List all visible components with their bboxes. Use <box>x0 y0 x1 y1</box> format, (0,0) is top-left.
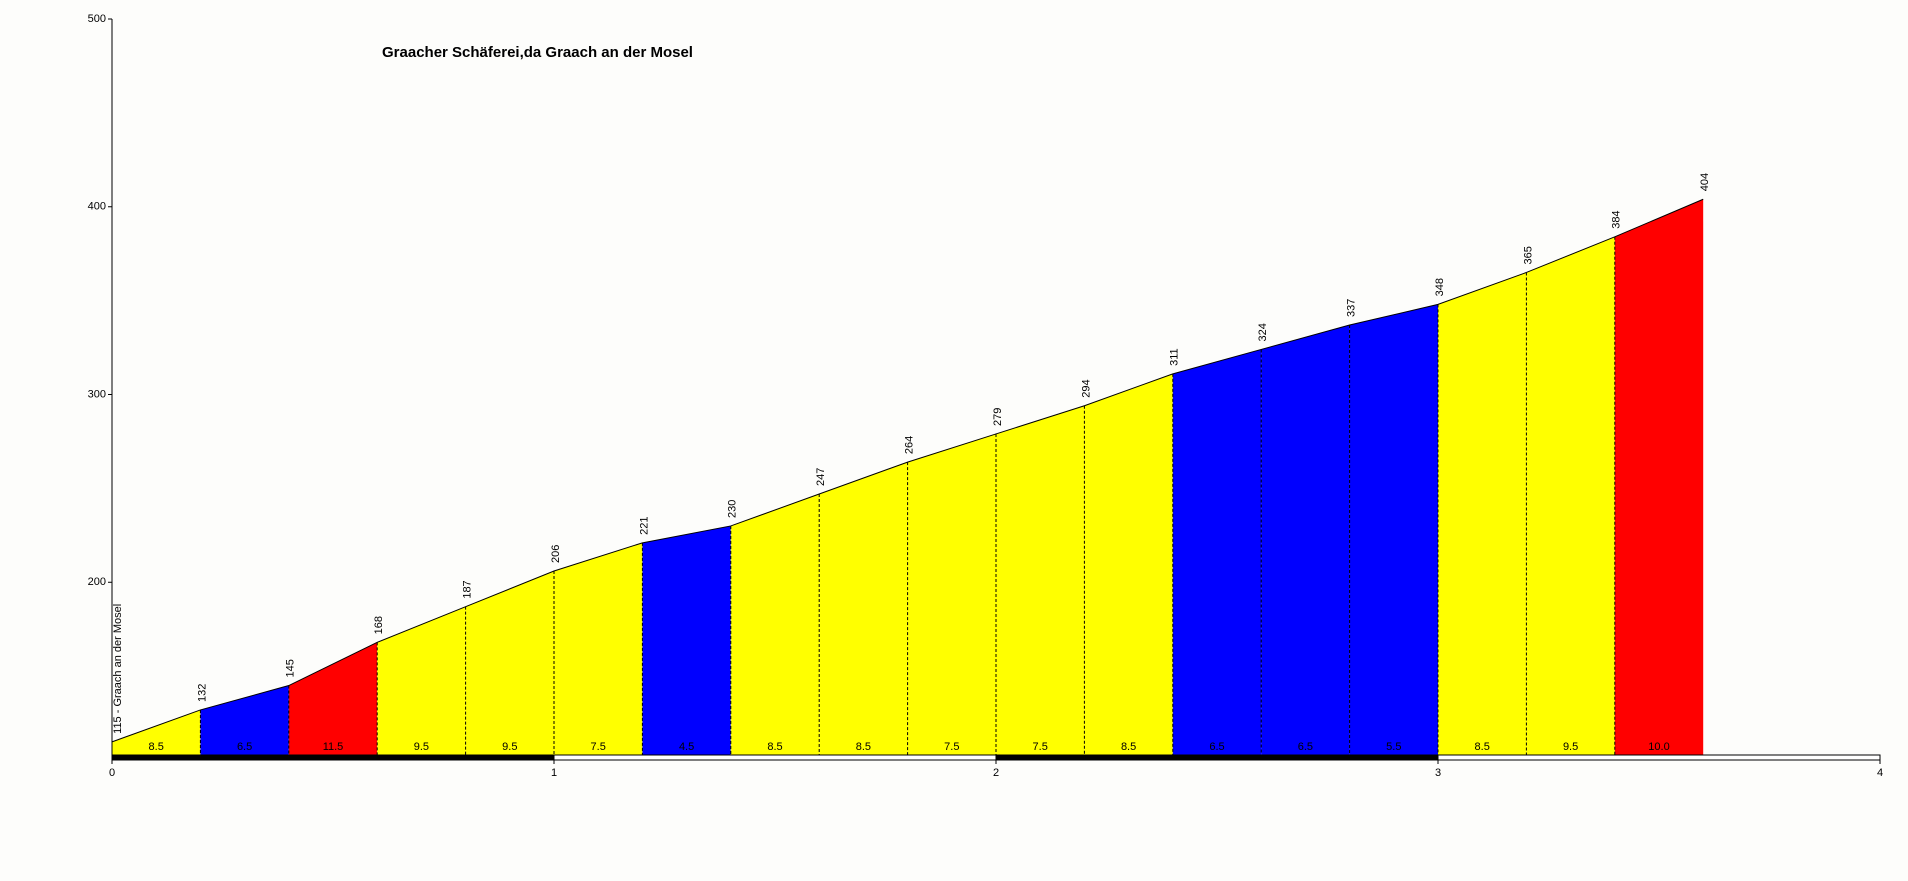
gradient-label: 7.5 <box>944 741 959 753</box>
elevation-label: 264 <box>904 436 916 454</box>
gradient-label: 8.5 <box>1121 741 1136 753</box>
segment <box>996 405 1085 755</box>
gradient-label: 7.5 <box>591 741 606 753</box>
elevation-label: 221 <box>638 516 650 534</box>
y-tick-label: 400 <box>88 201 106 213</box>
elevation-label: 230 <box>727 500 739 518</box>
gradient-label: 10.0 <box>1648 741 1669 753</box>
gradient-label: 8.5 <box>767 741 782 753</box>
gradient-label: 8.5 <box>149 741 164 753</box>
elevation-label: 247 <box>815 468 827 486</box>
segment <box>1349 304 1438 755</box>
elevation-label: 132 <box>196 684 208 702</box>
x-tick-label: 3 <box>1435 767 1441 779</box>
elevation-label: 115 - Graach an der Mosel <box>112 604 124 734</box>
segment <box>1526 236 1615 756</box>
elevation-label: 365 <box>1522 246 1534 264</box>
km-strip <box>995 754 1439 761</box>
gradient-label: 6.5 <box>1209 741 1224 753</box>
gradient-label: 5.5 <box>1386 741 1401 753</box>
segment <box>1084 373 1173 755</box>
gradient-label: 9.5 <box>502 741 517 753</box>
gradient-label: 8.5 <box>1475 741 1490 753</box>
y-tick-label: 500 <box>88 13 106 25</box>
elevation-label: 324 <box>1257 323 1269 341</box>
segment <box>1172 349 1262 755</box>
x-tick-label: 1 <box>551 767 557 779</box>
elevation-label: 187 <box>462 580 474 598</box>
km-strip <box>111 754 555 761</box>
gradient-label: 9.5 <box>414 741 429 753</box>
profile-line <box>111 198 1704 743</box>
gradient-label: 6.5 <box>1298 741 1313 753</box>
gradient-label: 6.5 <box>237 741 252 753</box>
elevation-label: 294 <box>1080 379 1092 397</box>
elevation-label: 337 <box>1346 299 1358 317</box>
elevation-label: 279 <box>992 408 1004 426</box>
segment <box>1614 199 1704 756</box>
chart-title: Graacher Schäferei,da Graach an der Mose… <box>382 44 693 61</box>
elevation-label: 206 <box>550 545 562 563</box>
km-strip <box>1437 754 1881 761</box>
x-tick-label: 0 <box>109 767 115 779</box>
segment <box>1261 325 1350 755</box>
gradient-label: 11.5 <box>323 741 344 753</box>
x-tick-label: 4 <box>1877 767 1883 779</box>
segment <box>554 542 643 755</box>
elevation-label: 348 <box>1434 278 1446 296</box>
segment <box>200 685 289 755</box>
segment <box>465 571 554 755</box>
elevation-label: 168 <box>373 616 385 634</box>
segment <box>642 525 731 755</box>
elevation-label: 404 <box>1699 173 1711 191</box>
elevation-label: 311 <box>1169 348 1181 366</box>
segment <box>112 709 201 755</box>
segment <box>819 462 908 755</box>
gradient-label: 9.5 <box>1563 741 1578 753</box>
y-tick-label: 300 <box>88 388 106 400</box>
elevation-label: 145 <box>285 659 297 677</box>
segment <box>288 642 378 755</box>
gradient-label: 4.5 <box>679 741 694 753</box>
segment <box>1438 272 1527 755</box>
gradient-label: 8.5 <box>856 741 871 753</box>
km-strip <box>553 754 997 761</box>
y-tick-label: 200 <box>88 576 106 588</box>
segment <box>377 606 466 755</box>
segment <box>907 433 996 755</box>
segment <box>730 494 820 755</box>
elevation-label: 384 <box>1611 210 1623 228</box>
x-tick-label: 2 <box>993 767 999 779</box>
gradient-label: 7.5 <box>1033 741 1048 753</box>
